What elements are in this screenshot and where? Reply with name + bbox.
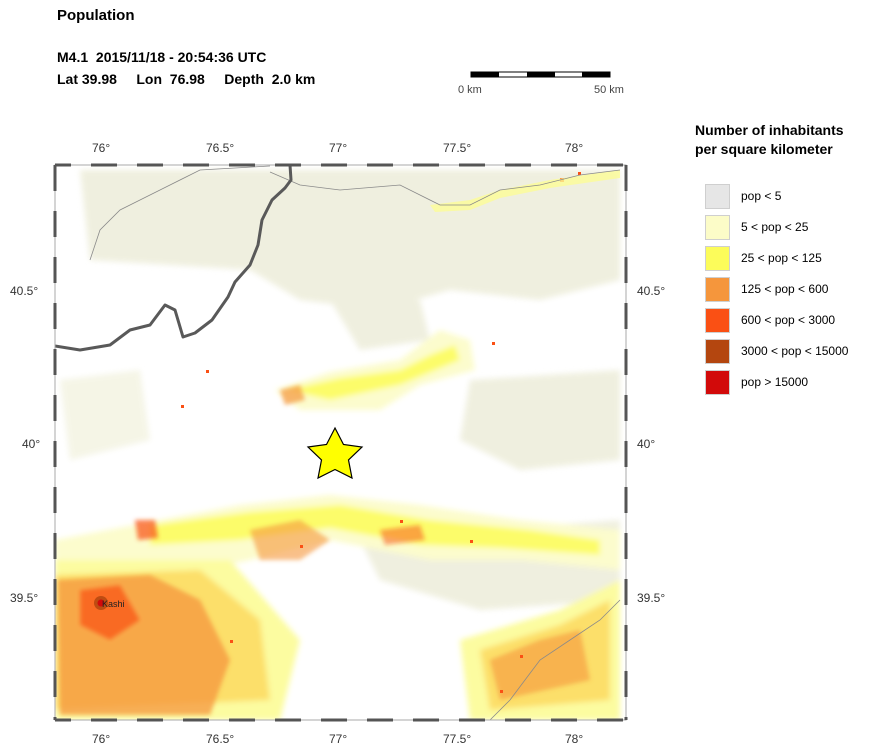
low-density-east xyxy=(460,370,620,470)
lat-tick-left-39-5: 39.5° xyxy=(10,591,39,605)
legend-item: 125 < pop < 600 xyxy=(705,277,874,303)
map-title: Population xyxy=(57,7,135,24)
lat-tick-left-40-5: 40.5° xyxy=(10,284,39,298)
lon-tick-bottom-76: 76° xyxy=(92,732,111,746)
city-label-kashi: Kashi xyxy=(102,599,125,609)
scale-bar-start-label: 0 km xyxy=(458,84,482,96)
scale-bar-end-label: 50 km xyxy=(594,84,624,96)
lon-tick-top-76-5: 76.5° xyxy=(206,141,235,155)
scale-bar xyxy=(470,71,611,78)
lon-tick-top-76: 76° xyxy=(92,141,111,155)
orange-south-belt xyxy=(250,520,330,560)
lat-tick-right-40-5: 40.5° xyxy=(637,284,666,298)
red-orange-kashi xyxy=(80,585,140,640)
legend-swatch xyxy=(705,184,730,209)
legend-item: 25 < pop < 125 xyxy=(705,246,874,272)
legend-label: 3000 < pop < 15000 xyxy=(741,344,849,358)
map-frame xyxy=(53,163,628,722)
legend-item: pop < 5 xyxy=(705,184,874,210)
lon-tick-bottom-77-5: 77.5° xyxy=(443,732,472,746)
lon-tick-bottom-76-5: 76.5° xyxy=(206,732,235,746)
legend-item: 5 < pop < 25 xyxy=(705,215,874,241)
legend-label: pop > 15000 xyxy=(741,375,809,389)
legend-swatch xyxy=(705,246,730,271)
red-orange-northwest-spot xyxy=(135,520,158,540)
red-orange-belt-spot xyxy=(380,525,425,545)
border-line xyxy=(55,165,293,352)
legend-swatch xyxy=(705,370,730,395)
lon-tick-top-78: 78° xyxy=(565,141,584,155)
low-density-center xyxy=(330,300,430,350)
legend-label: 600 < pop < 3000 xyxy=(741,313,836,327)
legend-label: 25 < pop < 125 xyxy=(741,251,822,265)
lon-tick-top-77: 77° xyxy=(329,141,348,155)
low-density-west xyxy=(60,370,150,460)
legend-swatch xyxy=(705,339,730,364)
lon-tick-bottom-77: 77° xyxy=(329,732,348,746)
low-density-north xyxy=(80,170,620,310)
event-info-line-1: M4.1 2015/11/18 - 20:54:36 UTC xyxy=(57,49,267,65)
legend-title: Number of inhabitants per square kilomet… xyxy=(695,121,844,159)
legend-item: pop > 15000 xyxy=(705,370,874,396)
legend-label: pop < 5 xyxy=(741,189,782,203)
legend-title-line-2: per square kilometer xyxy=(695,141,833,157)
kashi-urban-core xyxy=(94,596,108,610)
event-info-line-2: Lat 39.98 Lon 76.98 Depth 2.0 km xyxy=(57,71,316,87)
legend-item: 600 < pop < 3000 xyxy=(705,308,874,334)
orange-ridge-west xyxy=(280,385,305,405)
population-layer xyxy=(55,165,626,720)
lon-tick-bottom-78: 78° xyxy=(565,732,584,746)
thin-boundary-line xyxy=(89,165,621,720)
lat-tick-right-39-5: 39.5° xyxy=(637,591,666,605)
yellow-ridge-core xyxy=(285,345,460,400)
legend-swatch xyxy=(705,308,730,333)
legend-title-line-1: Number of inhabitants xyxy=(695,122,844,138)
yellow-south-belt-core xyxy=(150,505,600,555)
epicenter-star-icon xyxy=(306,426,364,480)
legend-swatch xyxy=(705,277,730,302)
lon-tick-top-77-5: 77.5° xyxy=(443,141,472,155)
lat-tick-right-40: 40° xyxy=(637,437,656,451)
legend-label: 125 < pop < 600 xyxy=(741,282,829,296)
orange-southeast xyxy=(490,630,590,700)
legend-swatch xyxy=(705,215,730,240)
legend-label: 5 < pop < 25 xyxy=(741,220,809,234)
lat-tick-left-40: 40° xyxy=(22,437,41,451)
legend-item: 3000 < pop < 15000 xyxy=(705,339,874,365)
